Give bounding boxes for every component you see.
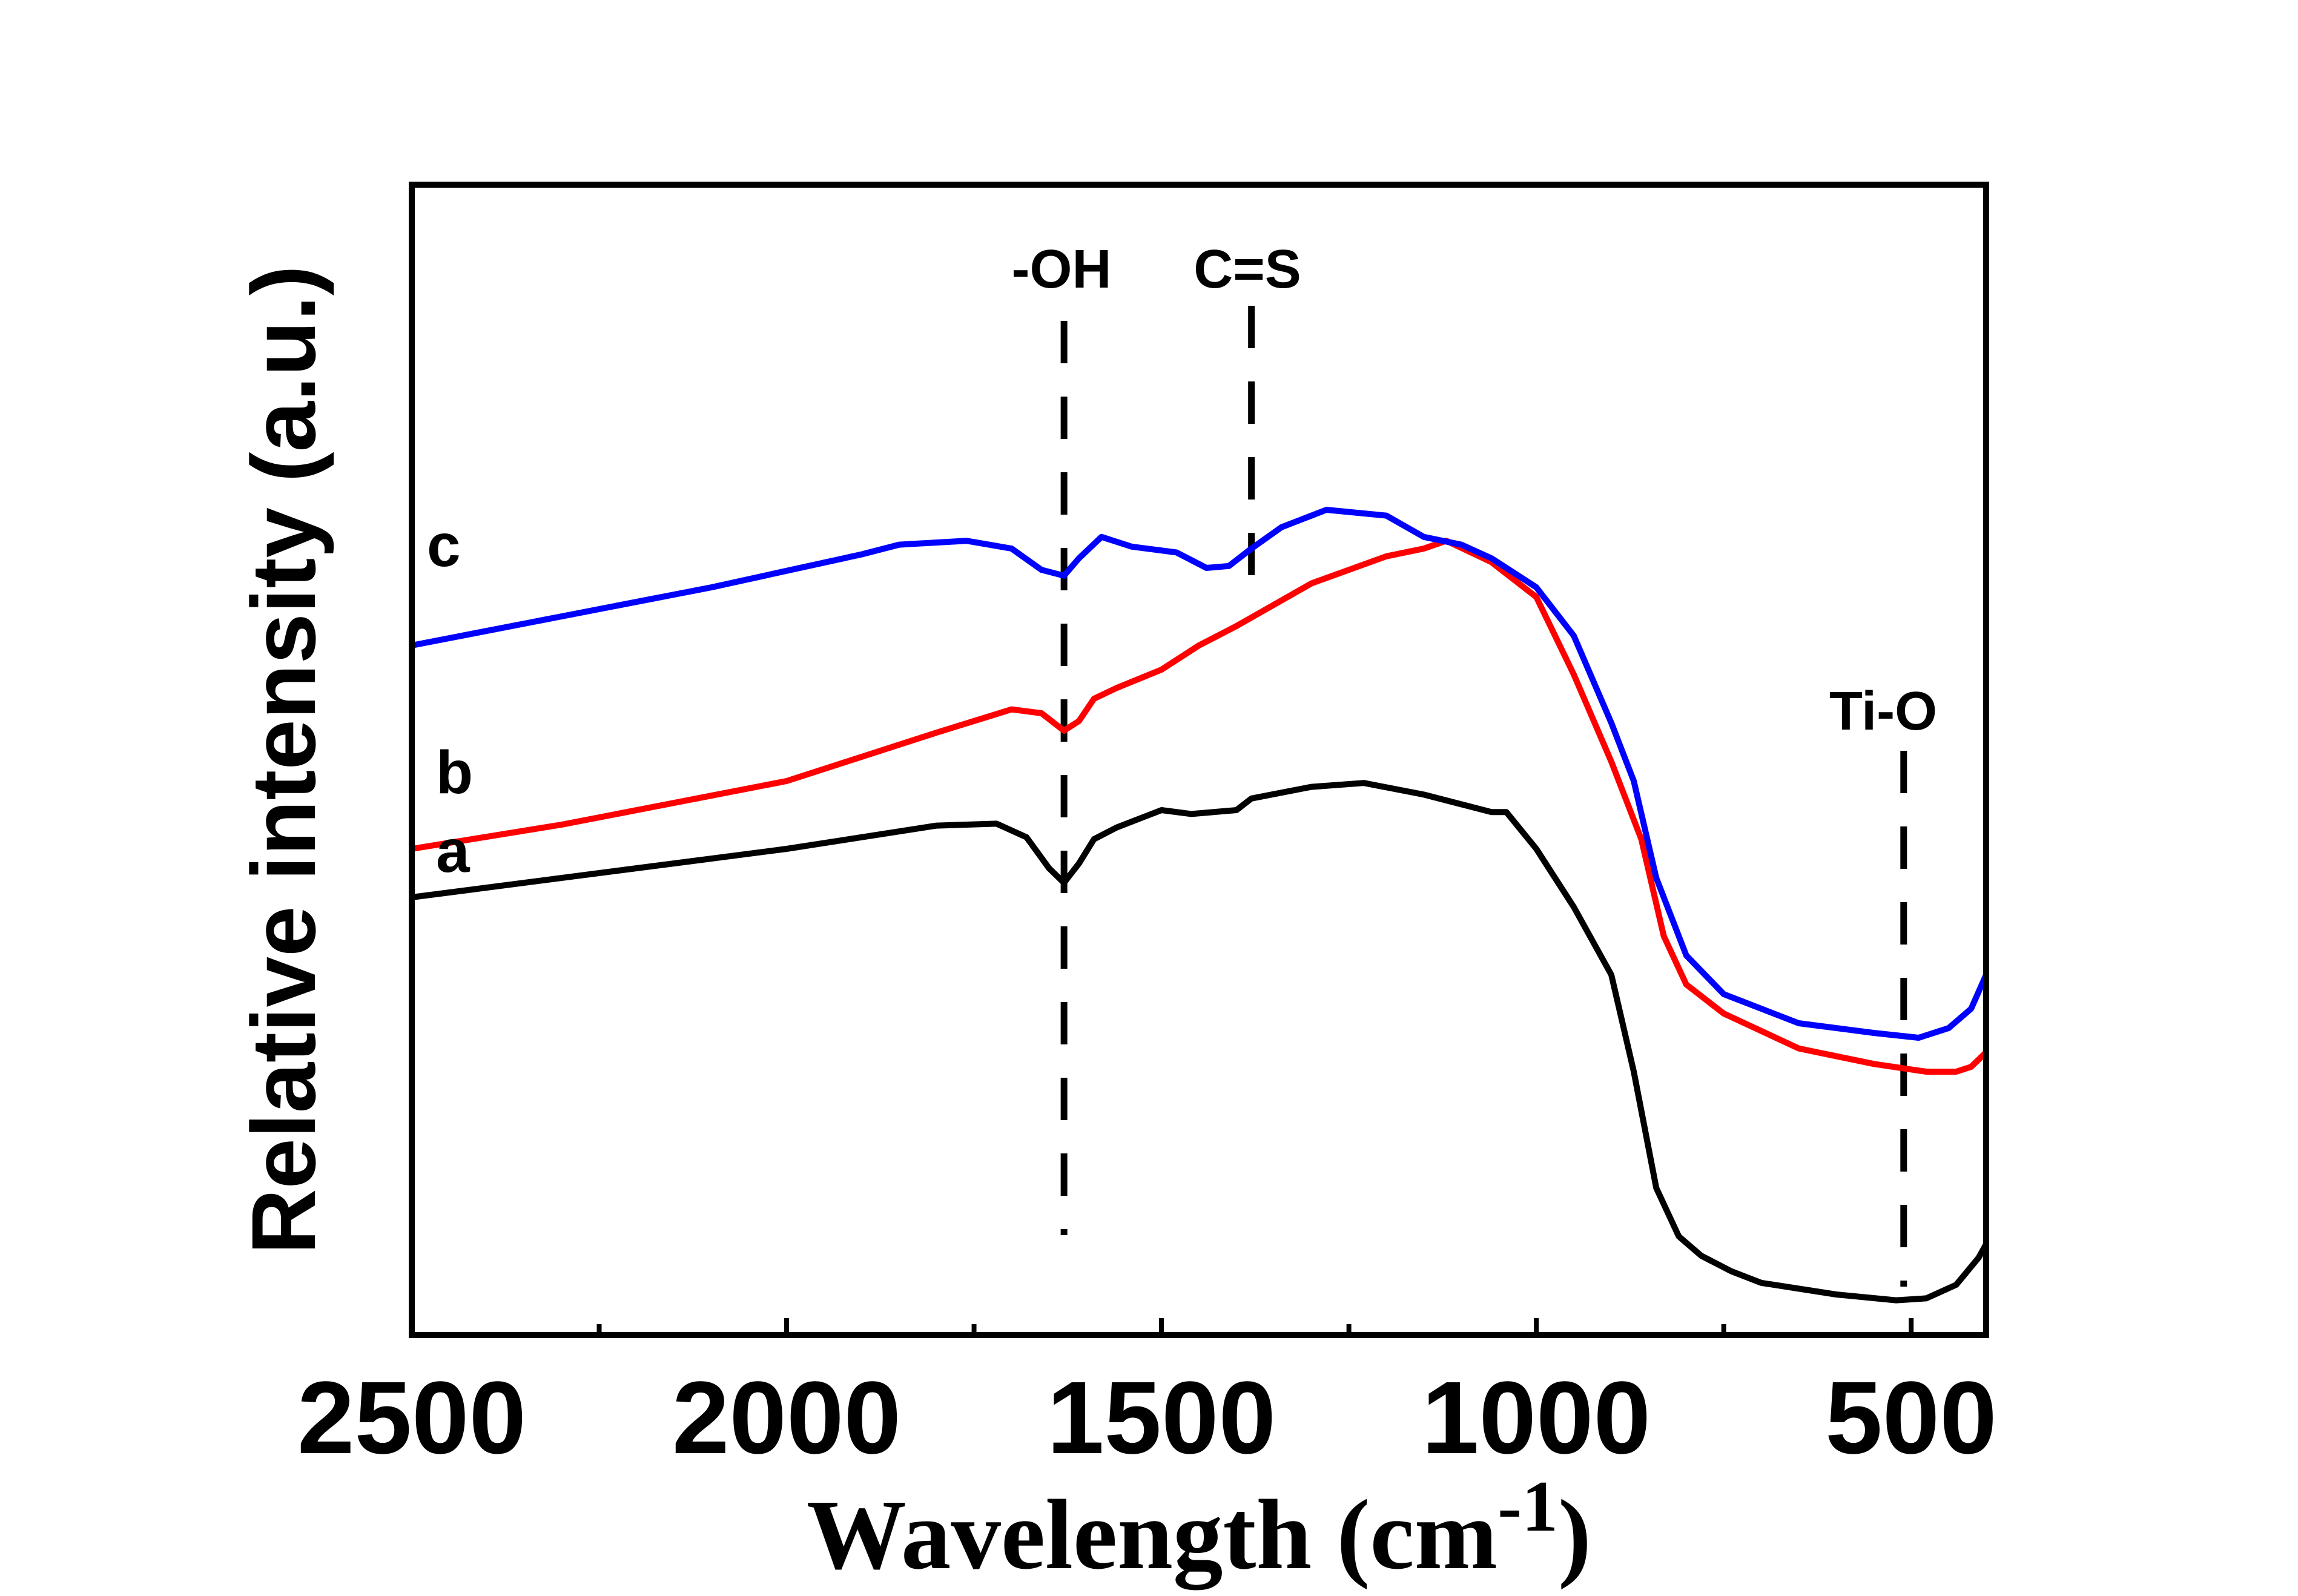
x-tick-label-2500: 2500 — [297, 1360, 526, 1476]
series-label-b: b — [436, 739, 473, 806]
x-axis-ticks — [409, 1318, 1914, 1335]
plot-frame — [409, 182, 1989, 1338]
series-line-a — [411, 780, 1989, 1304]
series-lines — [411, 507, 1989, 1304]
annotation-guides — [1060, 306, 1907, 1287]
y-axis-title: Relative intensity (a.u.) — [233, 265, 334, 1255]
series-line-b — [411, 538, 1989, 1075]
x-axis-title: Wavelength (cm-1) — [807, 1466, 1591, 1591]
x-axis-title-superscript: -1 — [1497, 1466, 1558, 1546]
annotation-label-oh: -OH — [1012, 239, 1112, 300]
annotation-label-tio: Ti-O — [1829, 681, 1937, 742]
annotation-label-cs: C=S — [1194, 239, 1301, 300]
x-tick-label-2000: 2000 — [672, 1360, 901, 1476]
x-tick-label-500: 500 — [1825, 1360, 1997, 1476]
x-tick-label-1500: 1500 — [1047, 1360, 1276, 1476]
series-label-c: c — [427, 512, 461, 579]
series-label-a: a — [436, 817, 470, 885]
series-line-c — [411, 507, 1989, 1041]
x-axis-title-main: Wavelength (cm — [807, 1479, 1497, 1591]
x-tick-label-1000: 1000 — [1422, 1360, 1651, 1476]
x-axis-title-close: ) — [1558, 1479, 1591, 1590]
